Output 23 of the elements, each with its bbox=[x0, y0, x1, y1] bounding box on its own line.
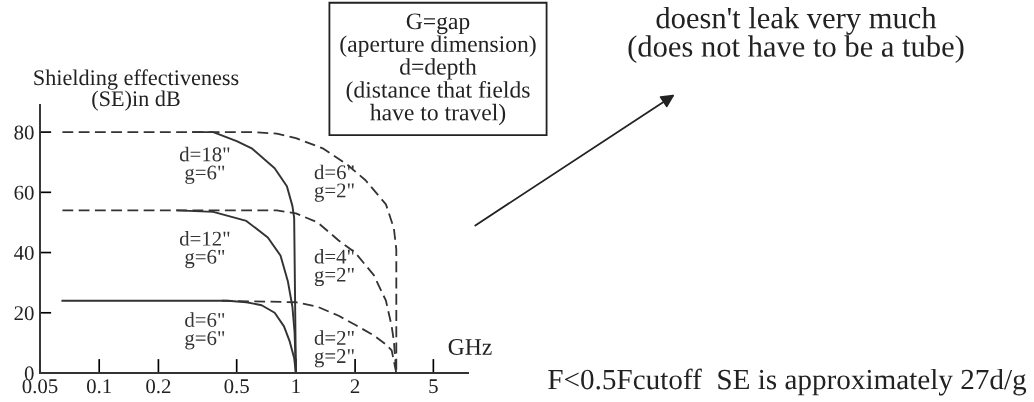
series-label: d=6" g=6" bbox=[185, 312, 225, 350]
series-label: d=6" g=2" bbox=[314, 164, 354, 202]
series-label: d=2" g=2" bbox=[314, 330, 354, 368]
y-axis-title: Shielding effectiveness (SE)in dB bbox=[34, 69, 239, 111]
x-tick-label: 5 bbox=[429, 379, 438, 394]
x-tick-label: 0.05 bbox=[22, 379, 58, 394]
x-tick-label: 0.1 bbox=[86, 379, 111, 394]
y-tick-label: 20 bbox=[14, 306, 34, 321]
text: doesn't leak very much (does not have to be a tube) bbox=[628, 6, 964, 64]
y-tick-label: 80 bbox=[14, 125, 34, 140]
y-tick-label: 60 bbox=[14, 185, 34, 200]
y-tick-label: 0 bbox=[24, 366, 34, 381]
x-axis-title: GHz bbox=[448, 339, 492, 355]
text: F<0.5Fcutoff SE is approximately 27d/g bbox=[548, 368, 1027, 396]
series-label: d=12" g=6" bbox=[179, 231, 230, 269]
series-label: d=18" g=6" bbox=[179, 146, 230, 184]
x-tick-label: 0.2 bbox=[146, 379, 171, 394]
x-tick-label: 0.5 bbox=[224, 379, 249, 394]
series-label: d=4" g=2" bbox=[314, 248, 354, 287]
y-tick-label: 40 bbox=[14, 245, 34, 260]
x-tick-label: 1 bbox=[292, 379, 300, 394]
annotation: G=gap (aperture dimension) d=depth (distance that fields have to travel) bbox=[340, 13, 536, 126]
x-tick-label: 2 bbox=[350, 379, 360, 394]
